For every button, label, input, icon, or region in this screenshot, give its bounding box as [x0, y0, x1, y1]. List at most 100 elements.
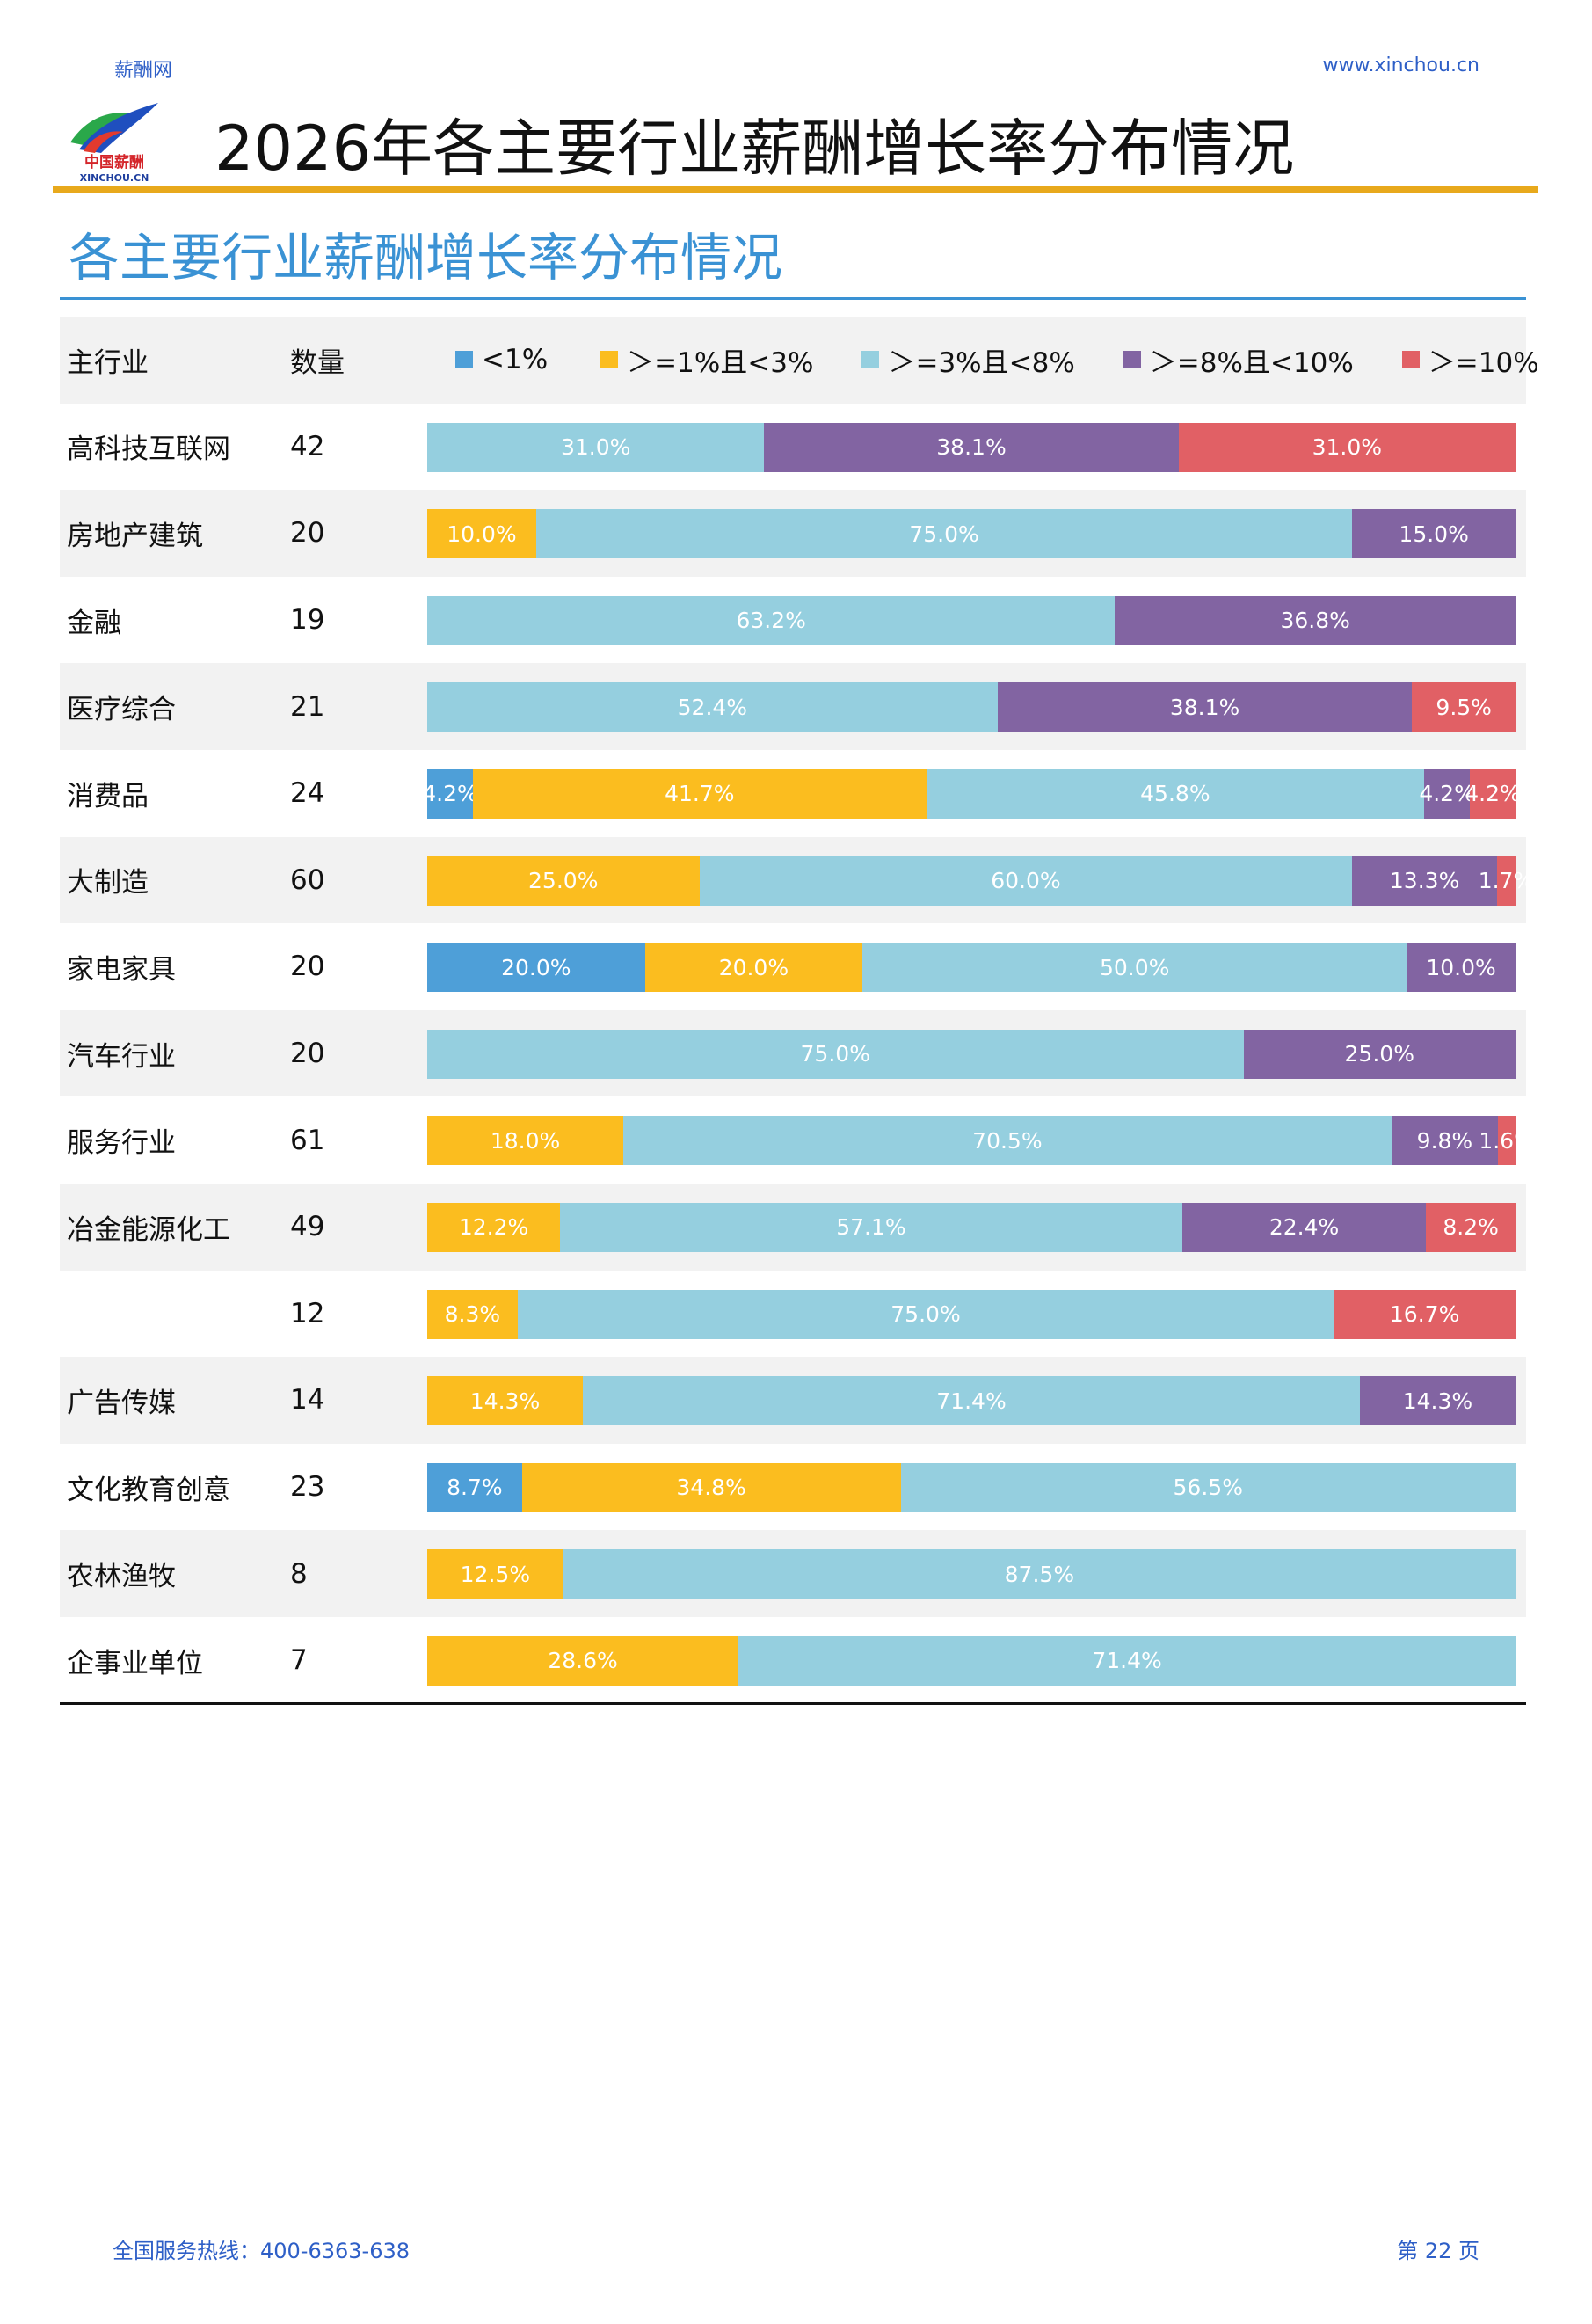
bar-segment: 15.0%: [1352, 509, 1516, 559]
table-body: 高科技互联网 42 31.0% 38.1% 31.0% 房地产建筑 20 10.0% 75.0%…: [60, 404, 1535, 1704]
table-header-row: 主行业 数量 <1% ＞=1%且<3% ＞=3%且<8% ＞=8%且<10% ＞=10%: [60, 317, 1539, 404]
segment-label: 20.0%: [718, 954, 789, 980]
bar-segment: 52.4%: [427, 682, 998, 732]
section-title: 各主要行业薪酬增长率分布情况: [69, 228, 783, 288]
stacked-bar: 4.2% 41.7% 45.8% 4.2% 4.2%: [422, 769, 1521, 819]
bar-segment: 10.0%: [427, 509, 536, 559]
segment-label: 14.3%: [469, 1388, 541, 1414]
table-row: 服务行业 61 18.0% 70.5% 9.8% 1.6%: [60, 1096, 1535, 1184]
segment-label: 9.5%: [1436, 694, 1492, 720]
bar-segment: 8.7%: [427, 1462, 522, 1512]
stacked-bar: 28.6% 71.4%: [427, 1636, 1516, 1686]
segment-label: 45.8%: [1140, 781, 1210, 807]
table-row: 消费品 24 4.2% 41.7% 45.8% 4.2% 4.2%: [60, 750, 1526, 837]
industry-count: 14: [290, 1384, 325, 1417]
legend-swatch: [455, 351, 473, 369]
industry-count: 19: [290, 604, 325, 637]
bar-segment: 20.0%: [644, 943, 863, 993]
bar-segment: 4.2%: [422, 769, 478, 819]
table-row: 金融 19 63.2% 36.8%: [60, 577, 1526, 664]
legend-label: ＞=8%且<10%: [1149, 346, 1354, 379]
industry-name: 家电家具: [67, 953, 176, 986]
industry-name: 企事业单位: [67, 1647, 203, 1679]
site-name: 薪酬网: [114, 60, 173, 82]
chart-legend: <1% ＞=1%且<3% ＞=3%且<8% ＞=8%且<10% ＞=10%: [455, 317, 1539, 404]
industry-name: 消费品: [67, 780, 149, 812]
segment-label: 16.7%: [1389, 1301, 1460, 1328]
column-header-count: 数量: [290, 346, 345, 379]
segment-label: 1.6%: [1479, 1127, 1535, 1154]
bar-segment: 1.7%: [1479, 856, 1534, 906]
industry-count: 61: [290, 1124, 325, 1156]
segment-label: 8.7%: [447, 1475, 503, 1501]
section-divider: [60, 297, 1526, 300]
bar-segment: 14.3%: [427, 1376, 584, 1426]
segment-label: 75.0%: [891, 1301, 961, 1328]
segment-label: 4.2%: [1419, 781, 1475, 807]
stacked-bar: 18.0% 70.5% 9.8% 1.6%: [427, 1116, 1535, 1166]
document-title: 2026年各主要行业薪酬增长率分布情况: [214, 113, 1295, 185]
stacked-bar: 14.3% 71.4% 14.3%: [427, 1376, 1516, 1426]
industry-count: 21: [290, 690, 325, 723]
legend-item: ＞=10%: [1401, 340, 1539, 380]
legend-swatch: [600, 351, 619, 369]
industry-count: 12: [290, 1297, 325, 1330]
bar-segment: 63.2%: [427, 595, 1116, 645]
segment-label: 71.4%: [936, 1388, 1007, 1414]
segment-label: 75.0%: [909, 521, 979, 547]
segment-label: 87.5%: [1004, 1561, 1075, 1587]
segment-label: 71.4%: [1092, 1648, 1162, 1674]
segment-label: 38.1%: [936, 434, 1007, 461]
table-bottom-rule: [60, 1702, 1526, 1705]
segment-label: 10.0%: [447, 521, 517, 547]
logo: 中国薪酬 XINCHOU.CN: [62, 81, 167, 186]
bar-segment: 4.2%: [1419, 769, 1475, 819]
legend-swatch: [1401, 351, 1420, 369]
industry-name: 冶金能源化工: [67, 1213, 230, 1246]
segment-label: 4.2%: [422, 781, 478, 807]
distribution-table: 主行业 数量 <1% ＞=1%且<3% ＞=3%且<8% ＞=8%且<10% ＞=10%…: [60, 317, 1539, 1704]
stacked-bar: 8.3% 75.0% 16.7%: [427, 1289, 1516, 1339]
segment-label: 9.8%: [1416, 1127, 1473, 1154]
segment-label: 1.7%: [1478, 868, 1535, 894]
segment-label: 31.0%: [560, 434, 631, 461]
table-row: 汽车行业 20 75.0% 25.0%: [60, 1009, 1526, 1097]
table-row: 文化教育创意 23 8.7% 34.8% 56.5%: [60, 1444, 1526, 1531]
industry-name: 大制造: [67, 867, 149, 900]
bar-segment: 25.0%: [427, 856, 700, 906]
segment-label: 57.1%: [836, 1214, 906, 1241]
bar-segment: 75.0%: [535, 509, 1353, 559]
bar-segment: 75.0%: [517, 1289, 1334, 1339]
site-url-link[interactable]: www.xinchou.cn: [1322, 55, 1479, 76]
industry-name: 房地产建筑: [67, 520, 203, 552]
bar-segment: 50.0%: [862, 943, 1407, 993]
legend-label: ＞=1%且<3%: [627, 346, 814, 379]
industry-count: 20: [290, 1038, 325, 1070]
table-row: 大制造 60 25.0% 60.0% 13.3% 1.7%: [60, 836, 1534, 924]
legend-label: <1%: [482, 344, 549, 376]
bar-segment: 18.0%: [427, 1116, 624, 1166]
bar-segment: 8.2%: [1426, 1202, 1516, 1252]
bar-segment: 41.7%: [472, 769, 927, 819]
segment-label: 12.2%: [458, 1214, 529, 1241]
segment-label: 25.0%: [1344, 1041, 1414, 1067]
stacked-bar: 52.4% 38.1% 9.5%: [427, 682, 1516, 732]
column-header-industry: 主行业: [67, 346, 149, 379]
bar-segment: 71.4%: [738, 1636, 1516, 1686]
stacked-bar: 10.0% 75.0% 15.0%: [427, 509, 1516, 559]
table-row: 医疗综合 21 52.4% 38.1% 9.5%: [60, 663, 1526, 750]
bar-segment: 45.8%: [926, 769, 1425, 819]
title-divider: [53, 186, 1538, 193]
legend-item: ＞=3%且<8%: [861, 340, 1075, 380]
logo-text-cn: 中国薪酬: [84, 153, 144, 171]
bar-segment: 57.1%: [560, 1202, 1182, 1252]
footer-page-number: 第 22 页: [1397, 2239, 1479, 2263]
segment-label: 63.2%: [736, 608, 806, 634]
industry-name: 服务行业: [67, 1127, 176, 1160]
stacked-bar: 12.2% 57.1% 22.4% 8.2%: [427, 1202, 1516, 1252]
logo-text-en: XINCHOU.CN: [80, 172, 149, 184]
segment-label: 56.5%: [1173, 1475, 1243, 1501]
segment-label: 28.6%: [548, 1648, 618, 1674]
segment-label: 75.0%: [800, 1041, 870, 1067]
segment-label: 14.3%: [1402, 1388, 1473, 1414]
